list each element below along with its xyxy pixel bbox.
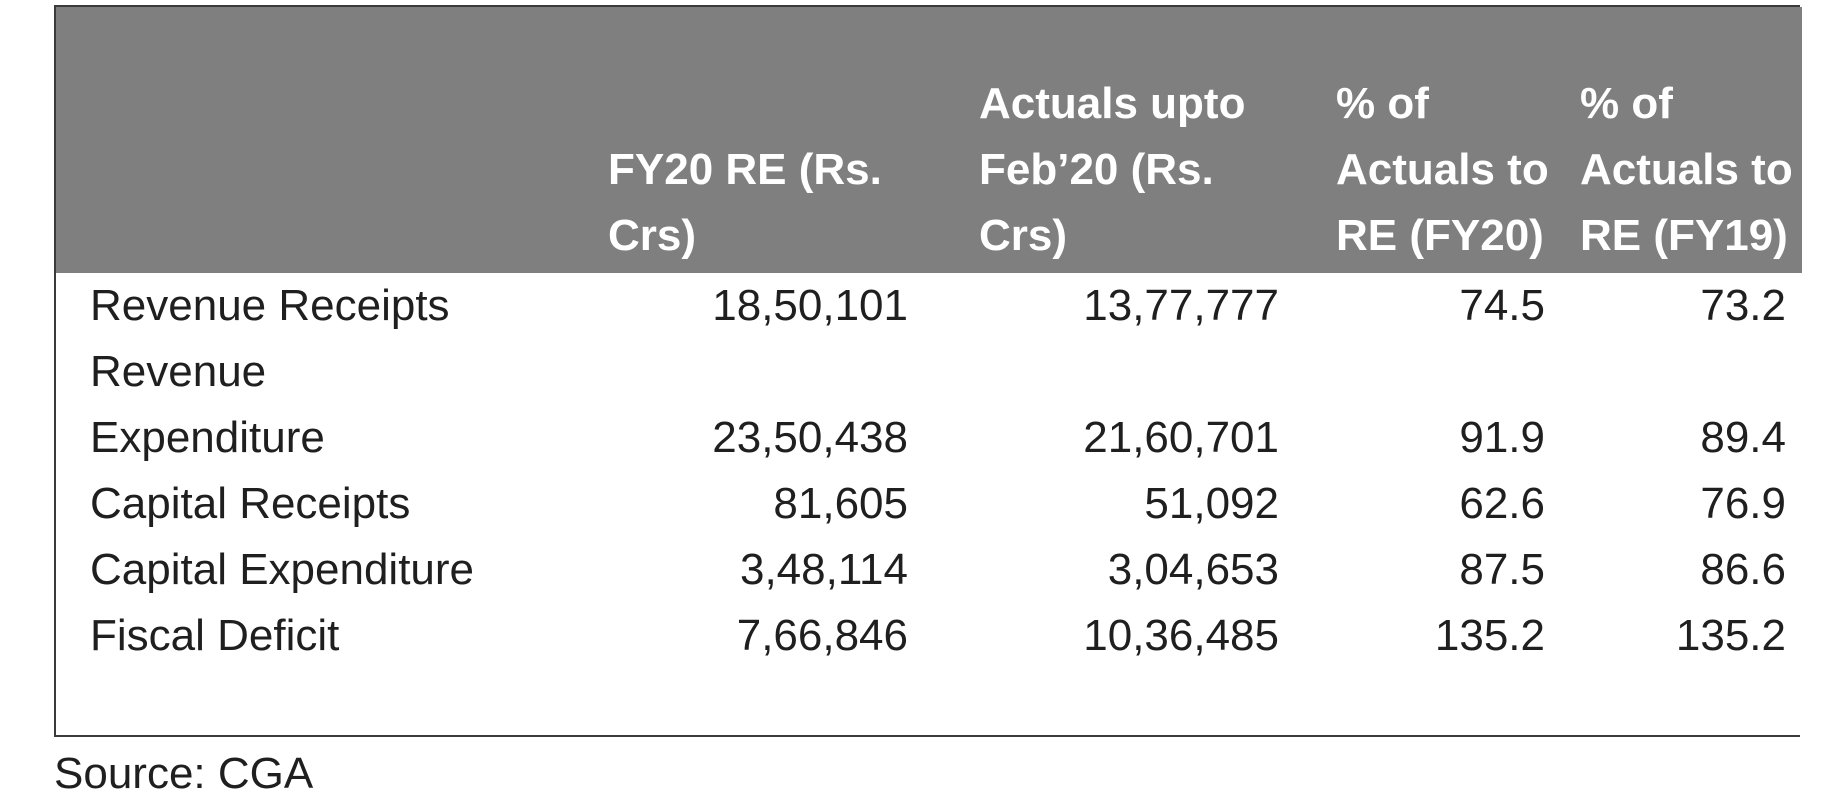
header-row: FY20 RE (Rs. Crs) Actuals upto Feb’20 (R… bbox=[56, 7, 1802, 273]
cell-pct-fy20: 91.9 bbox=[1459, 413, 1545, 462]
cell-pct-fy20: 135.2 bbox=[1434, 611, 1545, 660]
header-cell-pct-fy20: % of Actuals to RE (FY20) bbox=[1336, 79, 1549, 260]
header-cell-pct-fy19: % of Actuals to RE (FY19) bbox=[1580, 79, 1793, 260]
cell-fy20-re: 81,605 bbox=[773, 479, 908, 528]
row-label: Revenue Expenditure bbox=[90, 347, 325, 462]
cell-actuals: 13,77,777 bbox=[1083, 281, 1279, 330]
table-row: Fiscal Deficit 7,66,846 10,36,485 135.2 … bbox=[56, 603, 1802, 669]
table-row: Capital Receipts 81,605 51,092 62.6 76.9 bbox=[56, 471, 1802, 537]
cell-actuals: 3,04,653 bbox=[1107, 545, 1279, 594]
cell-pct-fy19: 89.4 bbox=[1700, 413, 1786, 462]
cell-fy20-re: 7,66,846 bbox=[736, 611, 908, 660]
cell-pct-fy19: 73.2 bbox=[1700, 281, 1786, 330]
table-body: Revenue Receipts 18,50,101 13,77,777 74.… bbox=[56, 273, 1802, 669]
cell-actuals: 10,36,485 bbox=[1083, 611, 1279, 660]
cell-actuals: 21,60,701 bbox=[1083, 413, 1279, 462]
table-row: Capital Expenditure 3,48,114 3,04,653 87… bbox=[56, 537, 1802, 603]
row-label: Capital Receipts bbox=[90, 479, 411, 528]
cell-fy20-re: 23,50,438 bbox=[712, 413, 908, 462]
cell-fy20-re: 18,50,101 bbox=[712, 281, 908, 330]
cell-pct-fy19: 135.2 bbox=[1675, 611, 1786, 660]
cell-fy20-re: 3,48,114 bbox=[739, 545, 908, 594]
row-label: Capital Expenditure bbox=[90, 545, 475, 594]
row-label: Revenue Receipts bbox=[90, 281, 450, 330]
cell-pct-fy19: 76.9 bbox=[1700, 479, 1786, 528]
cell-pct-fy20: 87.5 bbox=[1459, 545, 1545, 594]
table-row: Revenue Receipts 18,50,101 13,77,777 74.… bbox=[56, 273, 1802, 339]
fiscal-data-table: FY20 RE (Rs. Crs) Actuals upto Feb’20 (R… bbox=[56, 7, 1802, 669]
header-cell-fy20-re: FY20 RE (Rs. Crs) bbox=[608, 145, 882, 260]
fiscal-table-container: FY20 RE (Rs. Crs) Actuals upto Feb’20 (R… bbox=[54, 5, 1802, 737]
cell-actuals: 51,092 bbox=[1144, 479, 1279, 528]
row-label: Fiscal Deficit bbox=[90, 611, 340, 660]
cell-pct-fy20: 74.5 bbox=[1459, 281, 1545, 330]
source-note: Source: CGA bbox=[54, 749, 314, 798]
header-cell-actuals-feb20: Actuals upto Feb’20 (Rs. Crs) bbox=[979, 79, 1246, 260]
table-row: Revenue Expenditure 23,50,438 21,60,701 … bbox=[56, 339, 1802, 471]
cell-pct-fy20: 62.6 bbox=[1459, 479, 1545, 528]
cell-pct-fy19: 86.6 bbox=[1700, 545, 1786, 594]
table-header: FY20 RE (Rs. Crs) Actuals upto Feb’20 (R… bbox=[56, 7, 1802, 273]
header-cell-blank bbox=[56, 7, 501, 273]
